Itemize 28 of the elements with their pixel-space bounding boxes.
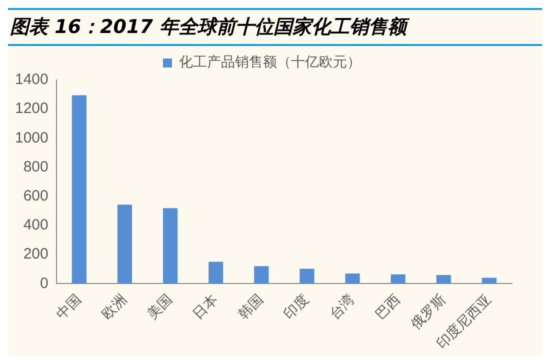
- bar: [162, 208, 178, 284]
- x-tick-label: 印度: [281, 292, 312, 323]
- bar: [482, 278, 497, 284]
- x-tick-label: 台湾: [326, 292, 358, 323]
- bar: [436, 275, 451, 284]
- y-tick-label: 800: [23, 158, 48, 176]
- y-tick-label: 600: [23, 187, 48, 204]
- legend-label: 化工产品销售额（十亿欧元）: [179, 54, 361, 71]
- bar: [117, 204, 132, 284]
- y-tick-label: 200: [23, 246, 48, 263]
- x-tick-label: 巴西: [372, 292, 404, 323]
- y-tick-label: 1400: [14, 71, 48, 88]
- bar: [254, 266, 269, 284]
- y-tick-label: 1000: [14, 129, 48, 146]
- bar: [390, 274, 406, 284]
- x-tick-label: 欧洲: [99, 292, 130, 323]
- x-tick-label: 美国: [144, 292, 176, 323]
- bar: [72, 95, 86, 284]
- bar: [208, 262, 224, 284]
- y-tick-label: 1200: [14, 100, 48, 118]
- bar: [345, 273, 360, 284]
- y-tick-label: 400: [23, 216, 48, 234]
- x-tick-label: 韩国: [236, 292, 267, 323]
- x-tick-label: 日本: [190, 292, 222, 323]
- chart-title: 图表 16：2017 年全球前十位国家化工销售额: [8, 8, 542, 46]
- y-tick-label: 0: [40, 274, 48, 292]
- bar: [300, 268, 314, 284]
- x-tick-label: 中国: [53, 292, 85, 323]
